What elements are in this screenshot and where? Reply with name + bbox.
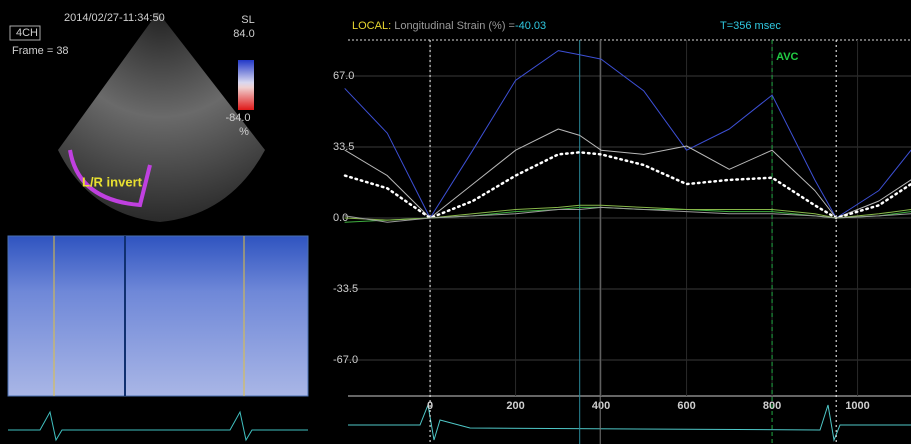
- x-tick-label: 600: [677, 400, 695, 412]
- scale-unit: %: [239, 126, 249, 138]
- scale-name: SL: [241, 14, 254, 26]
- color-scale: [238, 60, 254, 110]
- screen: 2014/02/27-11:34:50 4CH Frame = 38 SL 84…: [0, 0, 911, 444]
- scale-min: -84.0: [225, 112, 250, 124]
- header-value: -40.03: [515, 20, 546, 32]
- overlay-label: L/R invert: [82, 174, 143, 189]
- header-label: LOCAL:: [352, 20, 391, 32]
- view-label: 4CH: [16, 27, 38, 39]
- header-measure: Longitudinal Strain (%) =: [394, 20, 515, 32]
- timestamp: 2014/02/27-11:34:50: [64, 12, 165, 24]
- frame-label: Frame = 38: [12, 45, 69, 57]
- scale-max: 84.0: [233, 28, 254, 40]
- x-tick-label: 200: [506, 400, 524, 412]
- header: LOCAL: Longitudinal Strain (%) =-40.03: [352, 20, 546, 32]
- y-tick-label: -33.5: [333, 283, 358, 295]
- annotation: AVC: [776, 51, 798, 63]
- x-tick-label: 400: [592, 400, 610, 412]
- y-tick-label: 67.0: [333, 70, 354, 82]
- header-time: T=356 msec: [720, 20, 781, 32]
- y-tick-label: 33.5: [333, 141, 354, 153]
- y-tick-label: -67.0: [333, 354, 358, 366]
- strain-map: [8, 236, 308, 396]
- x-tick-label: 1000: [845, 400, 869, 412]
- ecg-trace: [8, 412, 308, 440]
